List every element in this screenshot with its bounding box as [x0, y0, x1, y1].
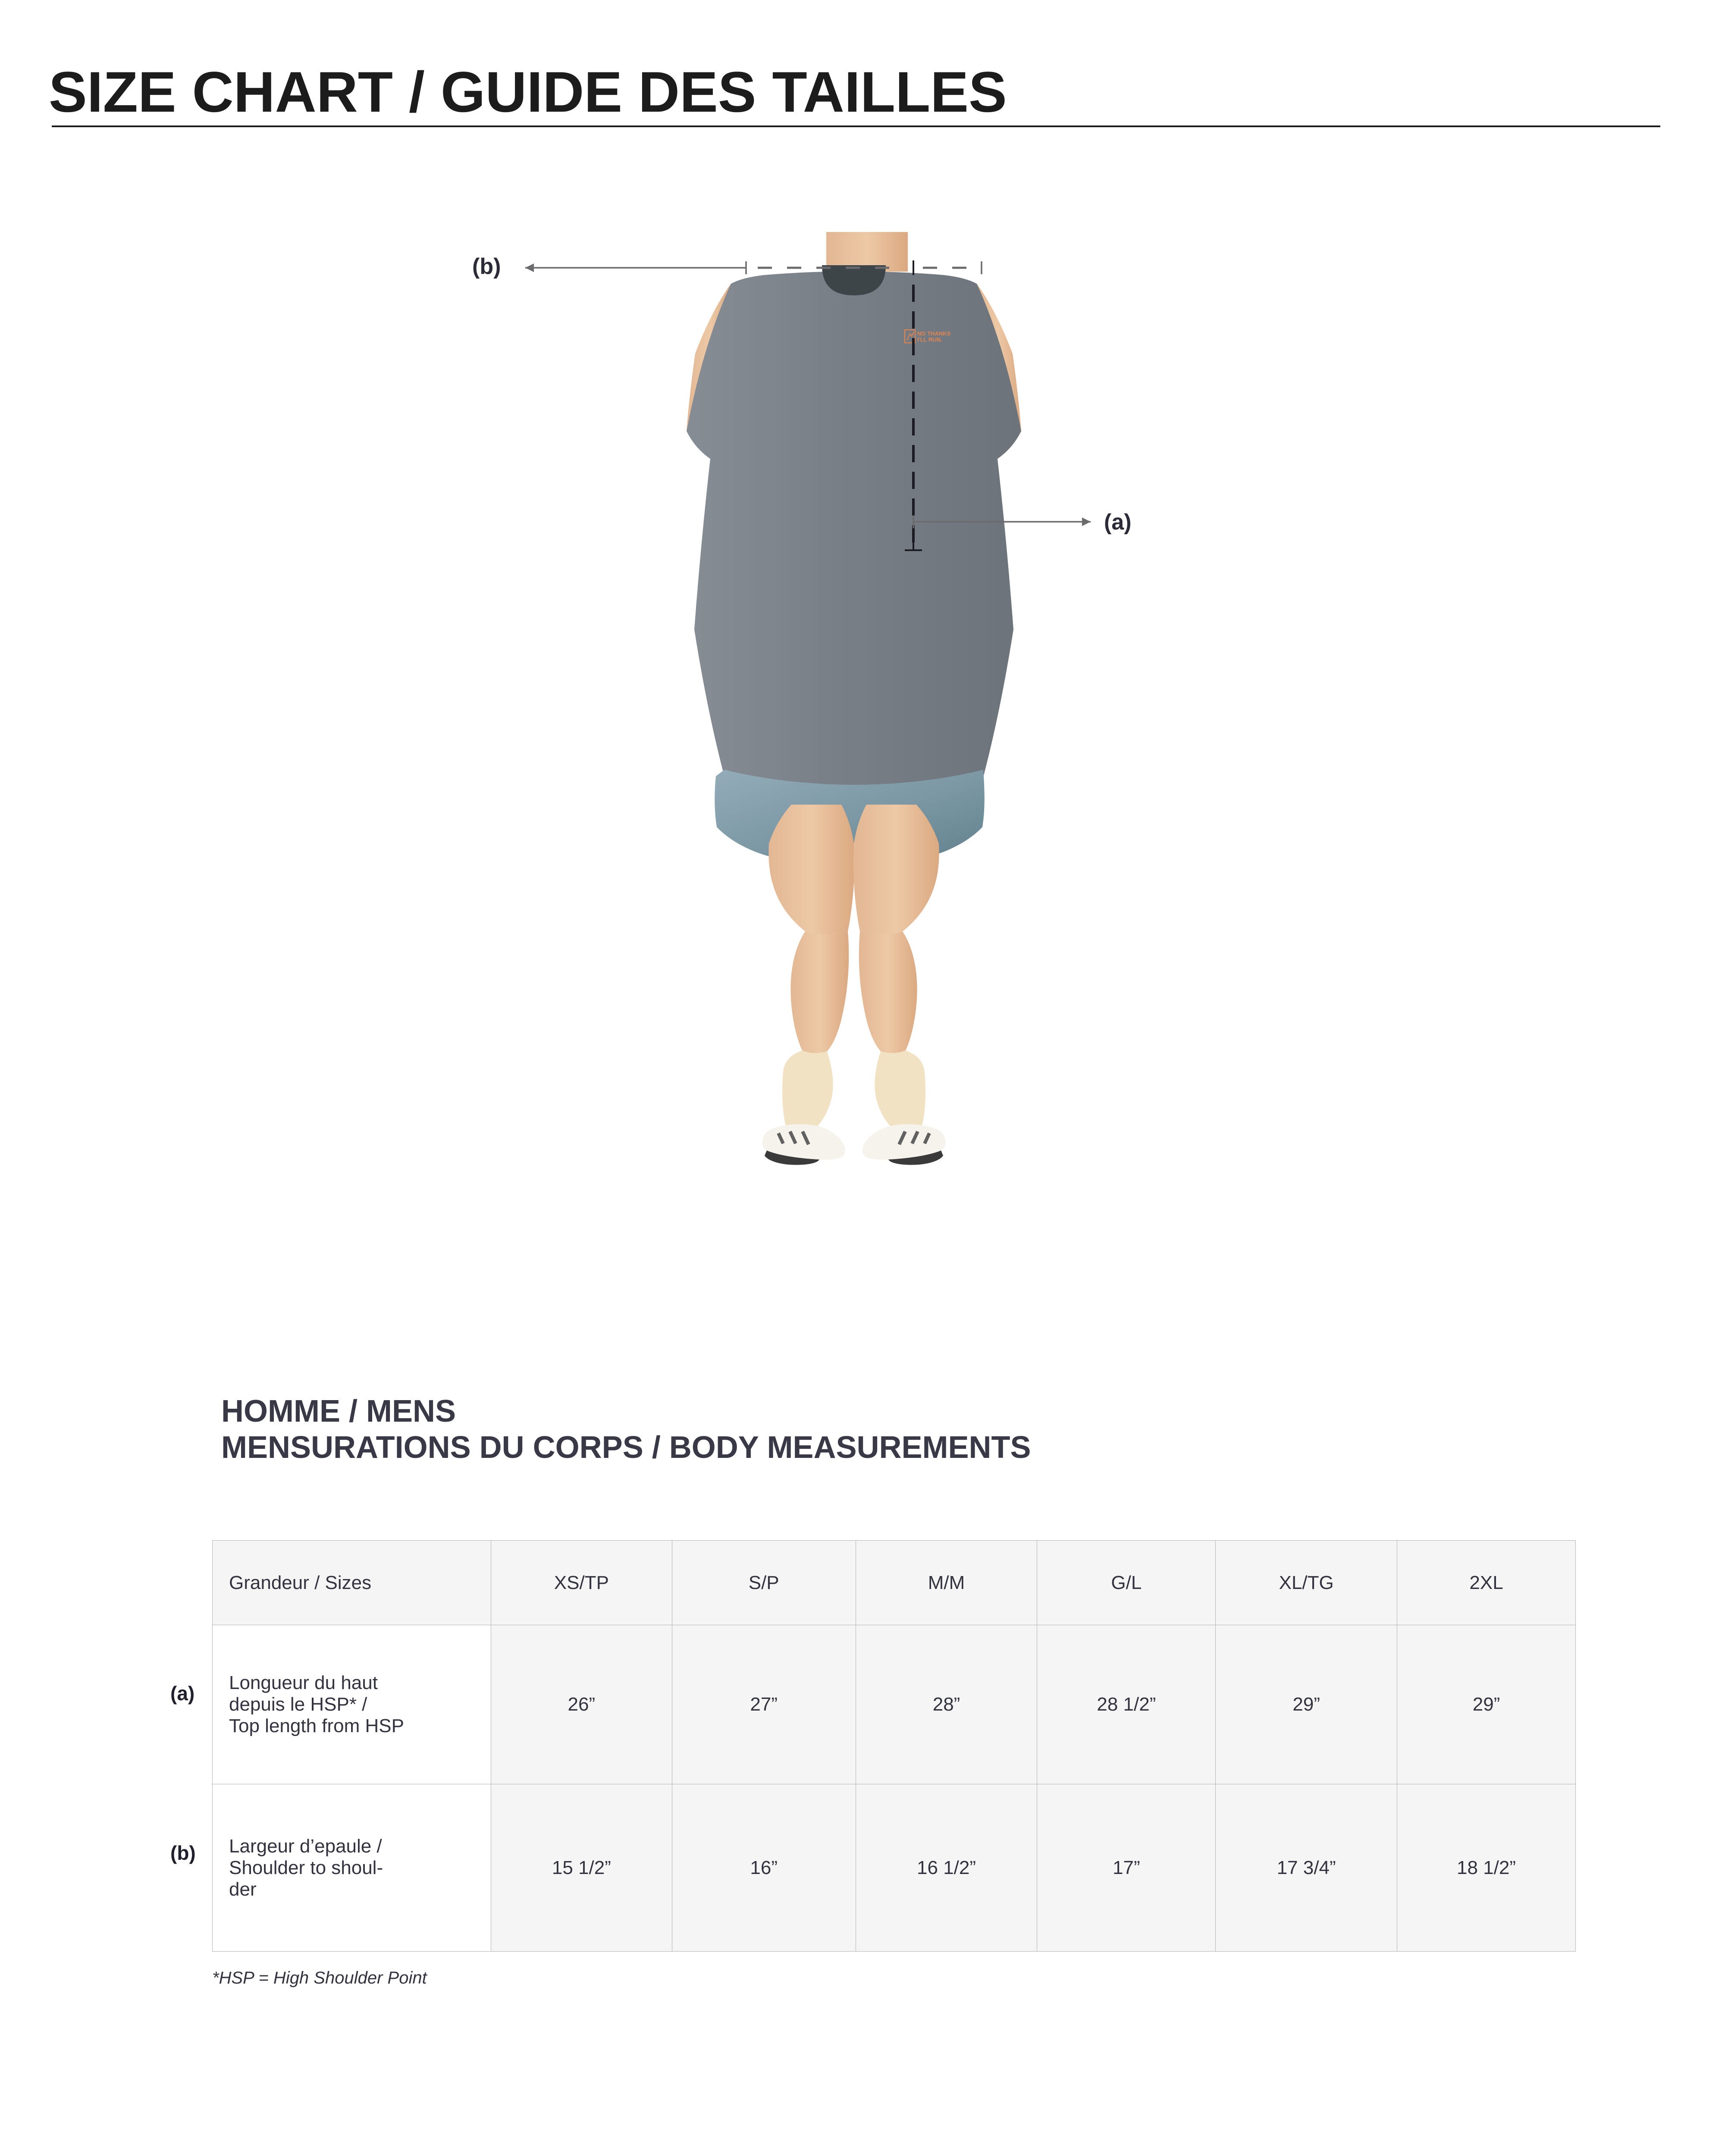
svg-text:(b): (b)	[472, 254, 501, 279]
svg-text:I'LL RUN.: I'LL RUN.	[917, 336, 942, 343]
svg-text:NO THANKS: NO THANKS	[917, 330, 951, 337]
svg-text:(a): (a)	[1104, 510, 1132, 535]
